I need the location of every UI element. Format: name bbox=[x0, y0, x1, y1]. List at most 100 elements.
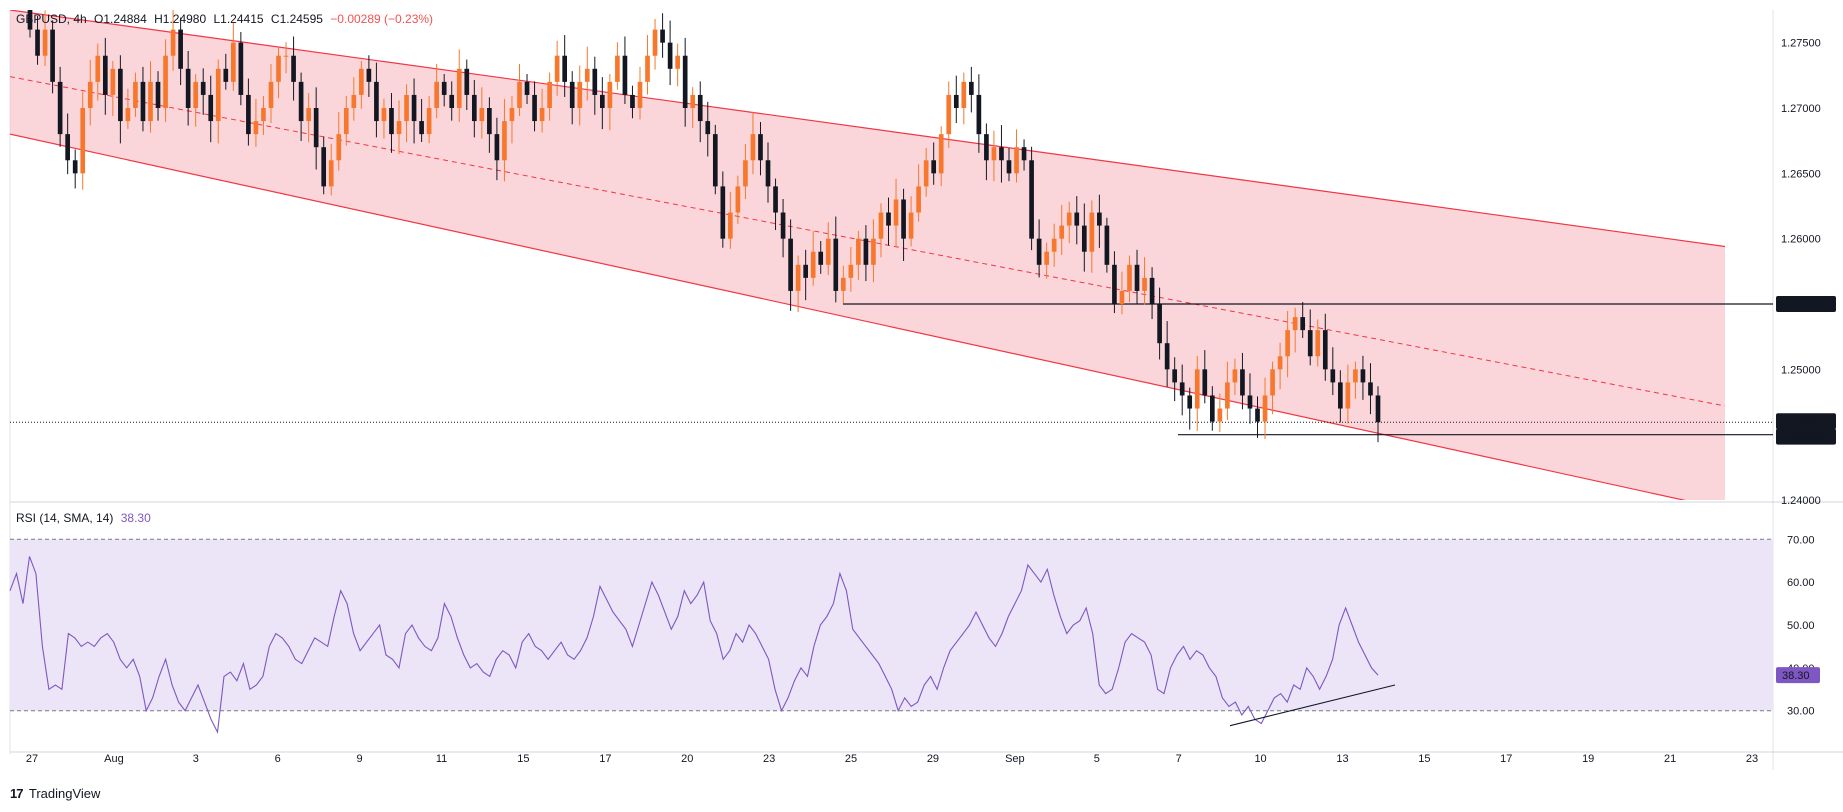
candle-body bbox=[916, 186, 921, 213]
candle-body bbox=[795, 264, 801, 291]
candle-body bbox=[42, 29, 48, 56]
tradingview-watermark[interactable]: 17 TradingView bbox=[10, 786, 100, 801]
candle-body bbox=[389, 108, 394, 135]
candle-body bbox=[1300, 317, 1306, 331]
candle-body bbox=[396, 121, 402, 135]
time-tick-label: 11 bbox=[436, 753, 447, 765]
time-tick-label: 20 bbox=[681, 753, 693, 765]
candle-body bbox=[487, 108, 492, 135]
candle-body bbox=[1209, 395, 1215, 422]
candle-body bbox=[893, 199, 899, 226]
candle-body bbox=[1149, 277, 1155, 304]
candle-body bbox=[886, 212, 891, 226]
candle-body bbox=[848, 264, 854, 278]
channel-upper-line bbox=[10, 10, 1726, 248]
candle-body bbox=[1187, 395, 1193, 409]
time-tick-label: 7 bbox=[1176, 753, 1182, 765]
symbol-label[interactable]: GBPUSD, 4h bbox=[16, 12, 87, 26]
rsi-trendline bbox=[1229, 684, 1396, 727]
candlesticks bbox=[27, 10, 1381, 443]
candle-body bbox=[1081, 225, 1087, 252]
candle-body bbox=[509, 108, 515, 122]
candle-body bbox=[1217, 408, 1223, 422]
candle-body bbox=[908, 212, 914, 239]
candle-body bbox=[1097, 212, 1102, 226]
time-tick-label: Sep bbox=[1005, 753, 1025, 765]
candle-body bbox=[878, 212, 884, 239]
price-tick-label: 1.27500 bbox=[1781, 38, 1821, 50]
candle-body bbox=[630, 94, 635, 108]
candle-body bbox=[1066, 212, 1072, 226]
candle-body bbox=[645, 55, 650, 82]
candle-body bbox=[479, 108, 485, 122]
candle-body bbox=[291, 55, 296, 82]
candle-body bbox=[1232, 369, 1238, 383]
candle-body bbox=[1119, 290, 1125, 304]
candle-body bbox=[803, 264, 808, 278]
change-value: −0.00289 (−0.23%) bbox=[330, 12, 434, 26]
candle-body bbox=[1262, 395, 1268, 422]
price-tag-resistance: 1.25500 bbox=[1782, 299, 1822, 311]
candle-body bbox=[788, 238, 793, 291]
candle-body bbox=[1029, 160, 1034, 239]
candle-body bbox=[336, 134, 342, 161]
candle-body bbox=[1353, 369, 1358, 383]
rsi-tick-label: 60.00 bbox=[1787, 577, 1815, 589]
candle-body bbox=[1127, 264, 1132, 291]
tradingview-text: TradingView bbox=[28, 786, 101, 801]
candle-body bbox=[660, 29, 665, 43]
candle-body bbox=[230, 42, 236, 82]
candle-body bbox=[622, 55, 628, 95]
rsi-value-tag: 38.30 bbox=[1782, 670, 1810, 682]
rsi-tick-label: 50.00 bbox=[1787, 620, 1815, 632]
candle-body bbox=[118, 68, 123, 122]
time-tick-label: 10 bbox=[1254, 753, 1266, 765]
candle-body bbox=[1044, 251, 1049, 265]
candle-body bbox=[705, 121, 711, 135]
candle-body bbox=[810, 251, 816, 278]
candle-body bbox=[1322, 330, 1328, 370]
candle-body bbox=[1307, 330, 1313, 357]
axes: 1.27500 1.27000 1.26500 1.26000 1.25500 1.250… bbox=[26, 38, 1836, 765]
candle-body bbox=[1194, 369, 1200, 409]
candle-body bbox=[1104, 225, 1110, 265]
candle-body bbox=[1368, 382, 1373, 396]
candle-body bbox=[517, 81, 522, 108]
rsi-tick-label: 70.00 bbox=[1787, 534, 1815, 546]
horizontal-levels bbox=[10, 303, 1773, 436]
time-tick-label: 21 bbox=[1664, 753, 1676, 765]
price-tick-label: 1.27000 bbox=[1781, 103, 1821, 115]
candle-body bbox=[50, 29, 55, 82]
candle-body bbox=[328, 160, 334, 187]
candle-body bbox=[991, 147, 997, 161]
candle-body bbox=[148, 81, 153, 122]
rsi-value: 38.30 bbox=[120, 511, 151, 525]
candle-body bbox=[1134, 264, 1140, 291]
candle-body bbox=[1330, 369, 1336, 383]
price-tag-bg bbox=[1776, 413, 1836, 430]
candle-body bbox=[1375, 395, 1381, 423]
candle-body bbox=[524, 81, 530, 95]
candle-body bbox=[1179, 382, 1185, 396]
candle-body bbox=[923, 160, 929, 187]
candle-body bbox=[765, 160, 771, 187]
rsi-label[interactable]: RSI (14, SMA, 14) bbox=[16, 511, 114, 525]
candle-body bbox=[690, 94, 696, 108]
candle-body bbox=[155, 81, 161, 108]
candle-body bbox=[1089, 212, 1095, 252]
candle-group bbox=[27, 10, 1381, 443]
candle-body bbox=[780, 212, 786, 239]
rsi-tick-label: 30.00 bbox=[1787, 706, 1815, 718]
candle-body bbox=[80, 108, 86, 174]
candle-body bbox=[652, 29, 658, 56]
candle-body bbox=[374, 81, 379, 122]
candle-body bbox=[938, 134, 944, 174]
candle-body bbox=[577, 81, 583, 108]
candle-body bbox=[1006, 160, 1012, 174]
time-tick-label: 9 bbox=[357, 753, 363, 765]
candle-body bbox=[825, 238, 831, 265]
low-value: L1.24415 bbox=[213, 12, 264, 26]
candle-body bbox=[246, 94, 251, 135]
time-tick-label: 6 bbox=[275, 753, 281, 765]
